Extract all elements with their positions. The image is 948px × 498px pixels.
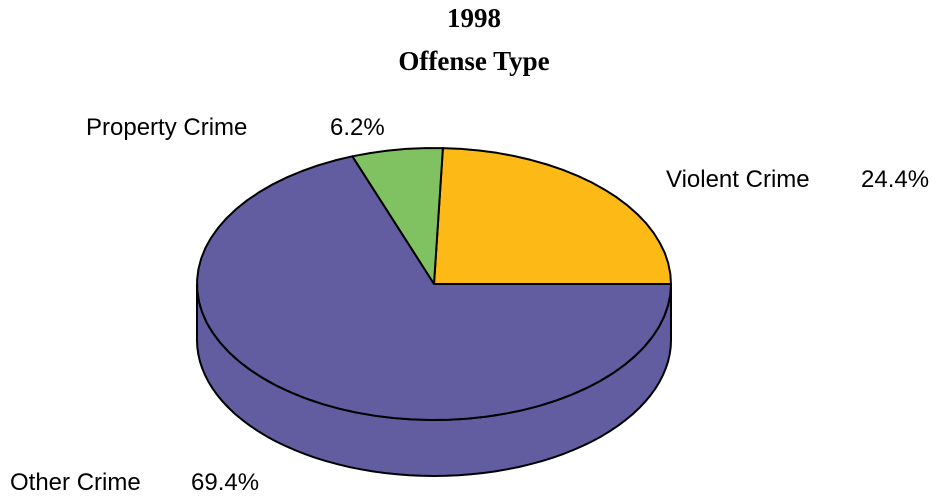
- slice-value-violent-crime: 24.4%: [861, 166, 930, 193]
- chart-subtitle: Offense Type: [398, 46, 550, 76]
- slice-label-property-crime: Property Crime: [86, 114, 248, 141]
- slice-label-violent-crime: Violent Crime: [666, 166, 810, 193]
- slice-value-other-crime: 69.4%: [191, 469, 260, 496]
- slice-label-other-crime: Other Crime: [10, 469, 141, 496]
- slice-property-crime: [351, 147, 444, 285]
- chart-title: 1998: [447, 3, 501, 33]
- slice-violent-crime: [433, 147, 672, 285]
- slice-value-property-crime: 6.2%: [330, 114, 385, 141]
- slice-other-crime: [196, 155, 672, 421]
